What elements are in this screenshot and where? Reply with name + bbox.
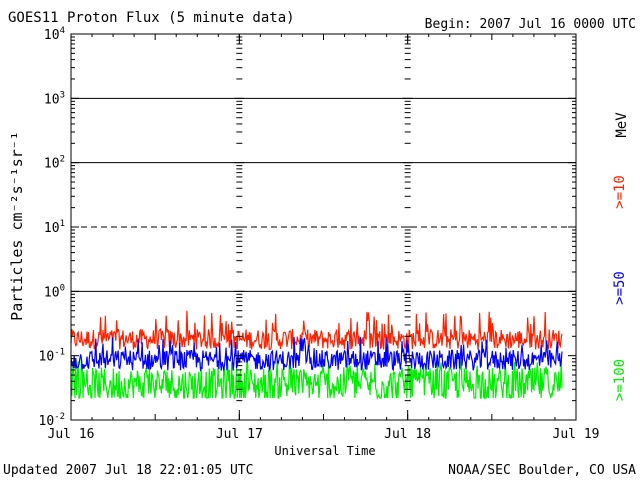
begin-label: Begin: 2007 Jul 16 0000 UTC (425, 17, 636, 32)
series-line-1 (70, 337, 563, 373)
y-tick-label: 104 (44, 26, 65, 43)
updated-label: Updated 2007 Jul 18 22:01:05 UTC (3, 463, 253, 478)
x-axis-label: Universal Time (274, 444, 375, 458)
y-axis-label: Particles cm⁻²s⁻¹sr⁻¹ (8, 131, 26, 321)
grid-layer (71, 97, 576, 292)
chart-title: GOES11 Proton Flux (5 minute data) (8, 10, 295, 26)
y-tick-label: 102 (44, 155, 65, 172)
x-tick-label: Jul 16 (48, 427, 95, 442)
legend-10mev: >=10 (612, 175, 628, 209)
y-tick-label: 10-1 (39, 348, 66, 365)
y-tick-label: 103 (44, 90, 65, 107)
legend-unit: MeV (614, 112, 630, 138)
series-line-2 (70, 358, 563, 401)
legend-100mev: >=100 (612, 359, 628, 401)
x-tick-label: Jul 19 (553, 427, 600, 442)
x-tick-label: Jul 18 (384, 427, 431, 442)
credit-label: NOAA/SEC Boulder, CO USA (448, 463, 636, 478)
y-tick-label: 100 (44, 283, 65, 300)
series-layer (70, 310, 563, 401)
x-tick-label: Jul 17 (216, 427, 263, 442)
y-tick-label: 10-2 (39, 412, 66, 429)
legend-50mev: >=50 (612, 271, 628, 305)
series-line-0 (70, 310, 563, 351)
y-tick-label: 101 (44, 219, 65, 236)
